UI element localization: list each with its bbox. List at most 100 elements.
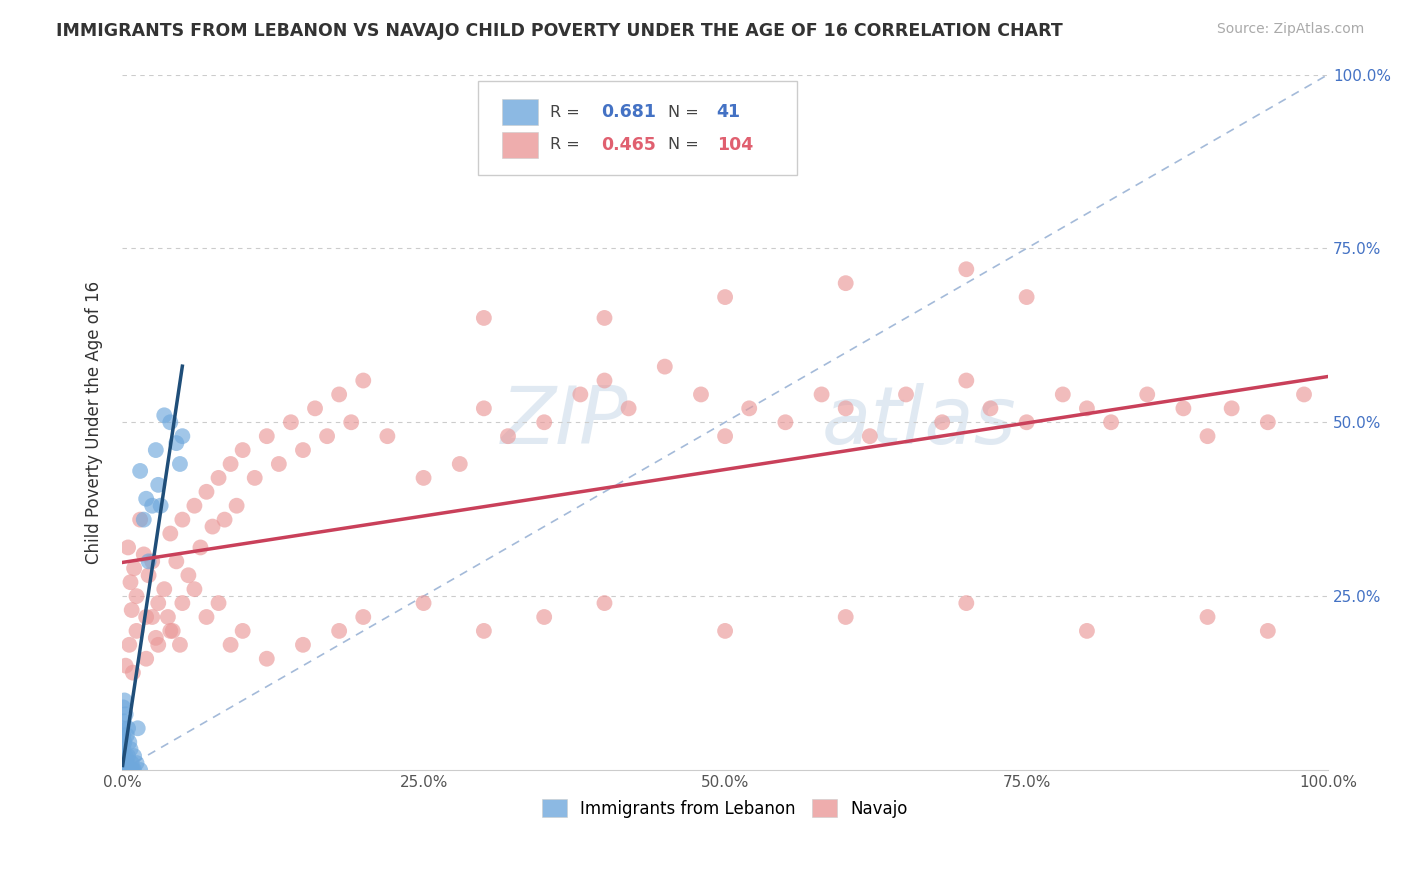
Point (118, 763, 141, 777)
Point (141, 554, 163, 568)
Text: N =: N = (668, 137, 704, 153)
Point (148, 478, 170, 492)
Point (593, 596, 616, 610)
Point (243, 471, 266, 485)
Point (115, 728, 138, 742)
Point (714, 290, 737, 304)
Point (153, 582, 176, 597)
Text: ZIP: ZIP (501, 384, 628, 461)
Text: atlas: atlas (821, 384, 1017, 461)
Point (114, 693, 136, 707)
Point (165, 436, 187, 450)
Point (129, 464, 152, 478)
Point (1220, 401, 1243, 416)
Point (931, 415, 953, 429)
Point (183, 582, 205, 597)
Point (496, 429, 519, 443)
Point (112, 749, 135, 764)
Point (114, 763, 136, 777)
Point (149, 499, 172, 513)
Point (1197, 429, 1219, 443)
Point (449, 457, 471, 471)
Point (593, 374, 616, 388)
Point (114, 756, 136, 770)
Point (1136, 387, 1159, 401)
Point (214, 513, 236, 527)
Point (232, 443, 254, 458)
Point (114, 658, 136, 673)
Y-axis label: Child Poverty Under the Age of 16: Child Poverty Under the Age of 16 (86, 281, 103, 564)
Point (148, 596, 170, 610)
Point (114, 707, 136, 722)
Point (1257, 624, 1279, 638)
Point (190, 541, 212, 555)
Point (738, 401, 761, 416)
Point (159, 526, 181, 541)
Point (135, 610, 157, 624)
Text: 41: 41 (717, 103, 741, 121)
Text: 0.465: 0.465 (600, 136, 655, 153)
Point (219, 457, 242, 471)
Point (1197, 610, 1219, 624)
Point (125, 756, 148, 770)
Point (112, 714, 135, 729)
Point (114, 749, 136, 764)
Point (810, 387, 832, 401)
Point (1015, 290, 1038, 304)
Point (117, 749, 139, 764)
Point (172, 513, 194, 527)
Point (219, 638, 242, 652)
Point (979, 401, 1001, 416)
Point (207, 596, 229, 610)
Point (232, 624, 254, 638)
Text: IMMIGRANTS FROM LEBANON VS NAVAJO CHILD POVERTY UNDER THE AGE OF 16 CORRELATION : IMMIGRANTS FROM LEBANON VS NAVAJO CHILD … (56, 22, 1063, 40)
Point (533, 415, 555, 429)
Point (148, 638, 170, 652)
Point (955, 374, 977, 388)
Point (145, 443, 167, 458)
Point (165, 554, 187, 568)
Point (129, 763, 152, 777)
Text: N =: N = (668, 104, 704, 120)
Point (352, 610, 374, 624)
Point (120, 742, 142, 756)
Point (316, 429, 339, 443)
Point (159, 624, 181, 638)
Point (291, 638, 314, 652)
Point (112, 742, 135, 756)
Text: 0.681: 0.681 (600, 103, 655, 121)
Point (159, 415, 181, 429)
Point (122, 749, 145, 764)
Point (118, 735, 141, 749)
Point (138, 554, 160, 568)
Point (118, 638, 141, 652)
Point (121, 763, 143, 777)
Point (145, 631, 167, 645)
Point (117, 721, 139, 735)
Point (340, 415, 363, 429)
Point (122, 763, 145, 777)
Point (955, 596, 977, 610)
Point (156, 610, 179, 624)
Point (195, 484, 218, 499)
Point (129, 513, 152, 527)
Point (834, 610, 856, 624)
FancyBboxPatch shape (478, 81, 797, 176)
Point (201, 519, 224, 533)
Point (304, 401, 326, 416)
Point (1257, 415, 1279, 429)
Point (328, 624, 350, 638)
Point (125, 624, 148, 638)
Point (120, 575, 142, 590)
Point (141, 610, 163, 624)
Point (834, 401, 856, 416)
Text: 104: 104 (717, 136, 752, 153)
Point (569, 387, 592, 401)
Point (472, 624, 495, 638)
Point (412, 596, 434, 610)
Point (169, 457, 191, 471)
Point (472, 401, 495, 416)
Point (775, 415, 797, 429)
Point (112, 700, 135, 714)
Point (256, 429, 278, 443)
